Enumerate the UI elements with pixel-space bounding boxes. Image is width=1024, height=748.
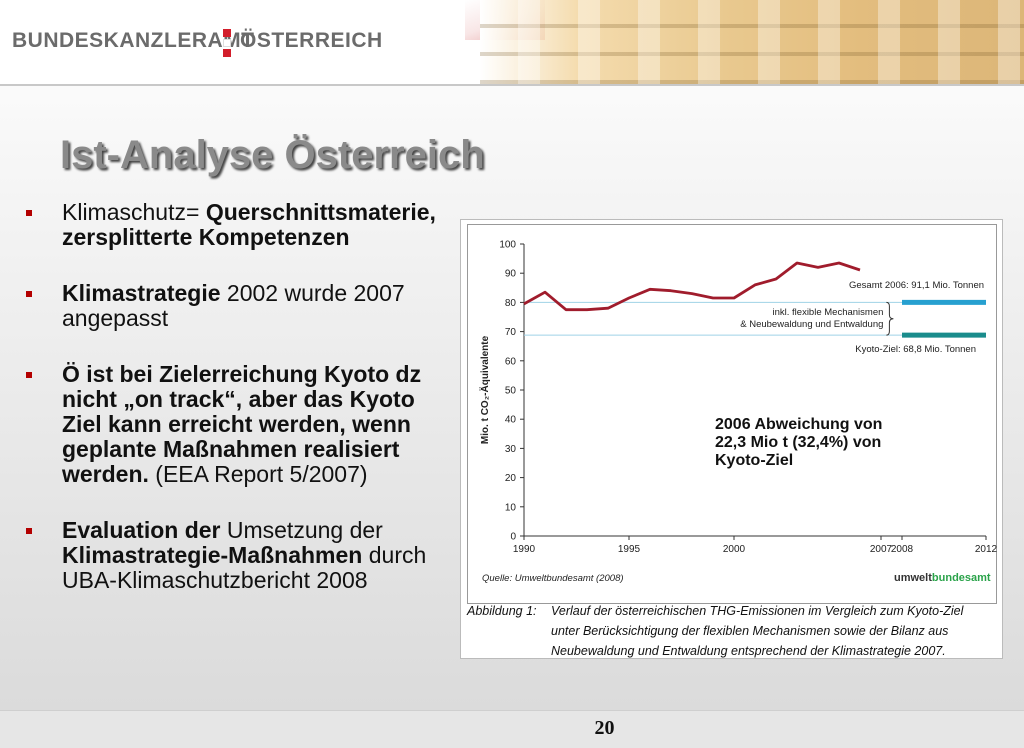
kyoto-target-label: Kyoto-Ziel: 68,8 Mio. Tonnen bbox=[855, 344, 976, 355]
y-tick-label: 10 bbox=[505, 502, 517, 513]
bullet-item: Klimastrategie 2002 wurde 2007 angepasst bbox=[20, 281, 460, 331]
bullet-text: Evaluation der bbox=[62, 517, 221, 543]
y-tick-label: 70 bbox=[505, 327, 517, 338]
bullet-item: Ö ist bei Zielerreichung Kyoto dz nicht … bbox=[20, 362, 460, 487]
bullet-square-icon bbox=[26, 291, 32, 297]
brace-label-line: inkl. flexible Mechanismen bbox=[773, 307, 884, 318]
x-tick-label: 2007 bbox=[870, 544, 893, 555]
slide-title: Ist-Analyse Österreich bbox=[60, 133, 485, 177]
header-banner: BUNDESKANZLERAMT ÖSTERREICH bbox=[0, 0, 1024, 86]
x-tick-label: 1995 bbox=[618, 544, 641, 555]
caption-text: Verlauf der österreichischen THG-Emissio… bbox=[551, 604, 964, 658]
chart-figure: 0 10 20 30 40 50 60 70 80 90 100 1990 1995 2000 2007 20… bbox=[460, 219, 1003, 659]
y-tick-label: 80 bbox=[505, 298, 517, 309]
x-tick-label: 2008 bbox=[891, 544, 914, 555]
bullet-list: Klimaschutz= Querschnittsmaterie, zerspl… bbox=[20, 200, 460, 624]
austria-flag-icon bbox=[223, 29, 231, 57]
series-line-gesamt bbox=[523, 261, 861, 312]
bullet-item: Evaluation der Umsetzung der Klimastrate… bbox=[20, 518, 460, 593]
brace-mark bbox=[886, 301, 894, 336]
y-tick-label: 20 bbox=[505, 473, 517, 484]
bullet-item: Klimaschutz= Querschnittsmaterie, zerspl… bbox=[20, 200, 460, 250]
y-tick-label: 90 bbox=[505, 269, 517, 280]
bullet-text: Klimastrategie bbox=[62, 280, 221, 306]
y-tick-label: 50 bbox=[505, 386, 517, 397]
slide-number: 20 bbox=[594, 717, 615, 739]
header-photo bbox=[480, 0, 1024, 85]
y-tick-label: 0 bbox=[510, 532, 516, 543]
x-tick-label: 2012 bbox=[975, 544, 998, 555]
brace-label-line: & Neubewaldung und Entwaldung bbox=[740, 319, 883, 330]
bullet-square-icon bbox=[26, 372, 32, 378]
bullet-text: Klimastrategie-Maßnahmen bbox=[62, 542, 363, 568]
logo-text-right: ÖSTERREICH bbox=[240, 29, 383, 52]
y-axis-label: Mio. t CO₂-Äquivalente bbox=[478, 335, 491, 444]
x-tick-label: 2000 bbox=[723, 544, 746, 555]
chart-frame: 0 10 20 30 40 50 60 70 80 90 100 1990 1995 2000 2007 20… bbox=[467, 224, 998, 604]
logo-text-left: BUNDESKANZLERAMT bbox=[12, 29, 255, 52]
source-label: Quelle: Umweltbundesamt (2008) bbox=[482, 573, 624, 584]
x-tick-label: 1990 bbox=[513, 544, 536, 555]
bullet-text: 2002 wurde 2007 angepasst bbox=[62, 280, 405, 331]
slide-number-bar: 20 bbox=[0, 710, 1024, 748]
series-label: Gesamt 2006: 91,1 Mio. Tonnen bbox=[849, 280, 984, 291]
y-tick-label: 40 bbox=[505, 415, 517, 426]
bullet-text: Querschnittsmaterie, zersplitterte Kompe… bbox=[62, 199, 436, 250]
caption-label: Abbildung 1: bbox=[467, 604, 537, 618]
bullet-text: Ö ist bei Zielerreichung Kyoto dz nicht … bbox=[62, 361, 422, 487]
bullet-square-icon bbox=[26, 528, 32, 534]
bullet-text: Klimaschutz= bbox=[62, 199, 206, 225]
y-tick-label: 30 bbox=[505, 444, 517, 455]
bullet-text: Umsetzung der bbox=[220, 517, 383, 543]
y-tick-label: 60 bbox=[505, 356, 517, 367]
y-tick-label: 100 bbox=[499, 240, 516, 251]
bullet-text: (EEA Report 5/2007) bbox=[148, 461, 368, 487]
deviation-annotation: 2006 Abweichung von 22,3 Mio t (32,4%) vo… bbox=[715, 416, 882, 469]
umweltbundesamt-logo: umweltbundesamt bbox=[894, 572, 991, 584]
bullet-text: durch UBA-Klimaschutzbericht 2008 bbox=[62, 542, 427, 593]
header-divider bbox=[0, 84, 1024, 86]
bullet-square-icon bbox=[26, 210, 32, 216]
